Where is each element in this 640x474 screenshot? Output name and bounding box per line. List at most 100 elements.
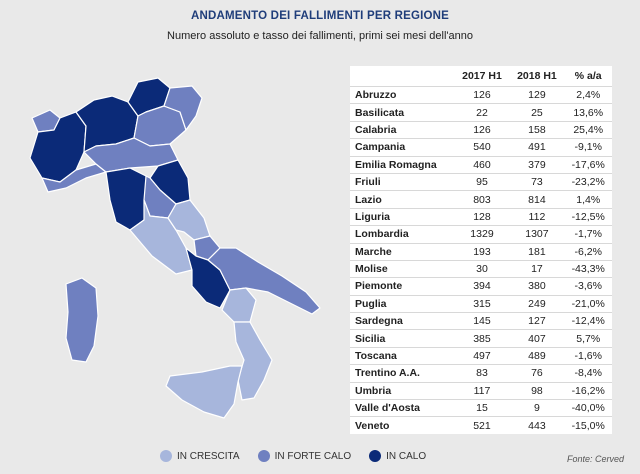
region-cell: Molise: [350, 259, 455, 278]
table-row: Liguria 128 112 -12,5%: [350, 207, 612, 226]
legend-swatch-icon: [369, 450, 382, 462]
table-row: Friuli 95 73 -23,2%: [350, 172, 612, 191]
table-row: Piemonte 394 380 -3,6%: [350, 277, 612, 296]
italy-map: [29, 77, 321, 419]
value-2018-cell: 17: [509, 259, 565, 278]
value-2017-cell: 315: [454, 294, 510, 313]
change-cell: -1,7%: [564, 225, 612, 244]
chart-title: ANDAMENTO DEI FALLIMENTI PER REGIONE: [190, 10, 450, 22]
value-2018-cell: 380: [509, 277, 565, 296]
value-2017-cell: 126: [454, 85, 510, 104]
value-2018-cell: 443: [509, 416, 565, 434]
value-2017-cell: 460: [454, 155, 510, 174]
region-cell: Umbria: [350, 381, 455, 400]
column-header: 2017 H1: [462, 70, 502, 82]
table-row: Valle d'Aosta 15 9 -40,0%: [350, 399, 612, 417]
value-2018-cell: 491: [509, 138, 565, 157]
column-header: [350, 66, 455, 87]
map-region-sicilia: [165, 365, 243, 419]
value-2018-cell: 76: [509, 364, 565, 383]
table-row: Toscana 497 489 -1,6%: [350, 346, 612, 365]
region-cell: Liguria: [350, 207, 455, 226]
table-header-row: 2017 H1 2018 H1 % a/a: [350, 66, 612, 87]
map-region-calabria: [233, 321, 273, 401]
region-cell: Valle d'Aosta: [350, 399, 455, 417]
legend-label: IN CRESCITA: [177, 450, 240, 462]
table-row: Lazio 803 814 1,4%: [350, 190, 612, 209]
legend-label: IN FORTE CALO: [274, 450, 352, 462]
legend-label: IN CALO: [386, 450, 427, 462]
region-cell: Marche: [350, 242, 455, 261]
table-row: Campania 540 491 -9,1%: [350, 138, 612, 157]
change-cell: -8,4%: [564, 364, 612, 383]
table-row: Sardegna 145 127 -12,4%: [350, 312, 612, 330]
value-2017-cell: 117: [454, 381, 510, 400]
change-cell: 2,4%: [564, 85, 612, 104]
change-cell: -40,0%: [564, 399, 612, 417]
value-2018-cell: 814: [509, 190, 565, 209]
region-cell: Trentino A.A.: [350, 364, 455, 383]
table-row: Veneto 521 443 -15,0%: [350, 416, 612, 434]
change-cell: -3,6%: [564, 277, 612, 296]
value-2017-cell: 126: [454, 120, 510, 139]
value-2017-cell: 803: [454, 190, 510, 209]
value-2017-cell: 521: [454, 416, 510, 434]
value-2018-cell: 1307: [509, 225, 565, 244]
value-2017-cell: 22: [454, 103, 510, 122]
legend-swatch-icon: [257, 450, 270, 462]
table-row: Puglia 315 249 -21,0%: [350, 294, 612, 313]
table-row: Sicilia 385 407 5,7%: [350, 329, 612, 348]
legend: IN CRESCITA IN FORTE CALO IN CALO: [160, 450, 426, 462]
value-2017-cell: 15: [454, 399, 510, 417]
change-cell: -16,2%: [564, 381, 612, 400]
value-2017-cell: 385: [454, 329, 510, 348]
change-cell: -43,3%: [564, 259, 612, 278]
region-cell: Basilicata: [350, 103, 455, 122]
chart-subtitle: Numero assoluto e tasso dei fallimenti, …: [167, 30, 473, 42]
value-2018-cell: 98: [509, 381, 565, 400]
value-2017-cell: 193: [454, 242, 510, 261]
map-region-sardegna: [65, 277, 99, 363]
region-cell: Campania: [350, 138, 455, 157]
value-2017-cell: 95: [454, 172, 510, 191]
change-cell: -9,1%: [564, 138, 612, 157]
column-header: 2018 H1: [517, 70, 557, 82]
legend-swatch-icon: [160, 450, 172, 462]
value-2017-cell: 1329: [454, 225, 510, 244]
table-row: Trentino A.A. 83 76 -8,4%: [350, 364, 612, 383]
region-cell: Lombardia: [350, 225, 455, 244]
table-row: Emilia Romagna 460 379 -17,6%: [350, 155, 612, 174]
value-2018-cell: 249: [509, 294, 565, 313]
change-cell: 25,4%: [564, 120, 612, 139]
region-cell: Toscana: [350, 346, 455, 365]
region-cell: Veneto: [350, 416, 455, 434]
change-cell: -23,2%: [564, 172, 612, 191]
value-2017-cell: 497: [454, 346, 510, 365]
region-cell: Calabria: [350, 120, 455, 139]
table-row: Basilicata 22 25 13,6%: [350, 103, 612, 122]
value-2018-cell: 379: [509, 155, 565, 174]
bankruptcy-table: 2017 H1 2018 H1 % a/a Abruzzo 126 129 2,4% B…: [350, 66, 612, 434]
value-2018-cell: 407: [509, 329, 565, 348]
change-cell: -15,0%: [564, 416, 612, 434]
value-2017-cell: 394: [454, 277, 510, 296]
change-cell: -12,4%: [564, 312, 612, 330]
table-row: Marche 193 181 -6,2%: [350, 242, 612, 261]
map-region-emilia-romagna: [83, 137, 179, 173]
region-cell: Lazio: [350, 190, 455, 209]
change-cell: 1,4%: [564, 190, 612, 209]
region-cell: Piemonte: [350, 277, 455, 296]
value-2018-cell: 9: [509, 399, 565, 417]
value-2017-cell: 128: [454, 207, 510, 226]
region-cell: Abruzzo: [350, 85, 455, 104]
change-cell: -21,0%: [564, 294, 612, 313]
value-2018-cell: 489: [509, 346, 565, 365]
region-cell: Friuli: [350, 172, 455, 191]
legend-item-in-forte-calo: IN FORTE CALO: [257, 450, 352, 462]
region-cell: Emilia Romagna: [350, 155, 455, 174]
region-cell: Sicilia: [350, 329, 455, 348]
map-region-campania: [185, 247, 231, 309]
source-note: Fonte: Cerved: [566, 454, 624, 464]
value-2018-cell: 112: [509, 207, 565, 226]
value-2017-cell: 145: [454, 312, 510, 330]
